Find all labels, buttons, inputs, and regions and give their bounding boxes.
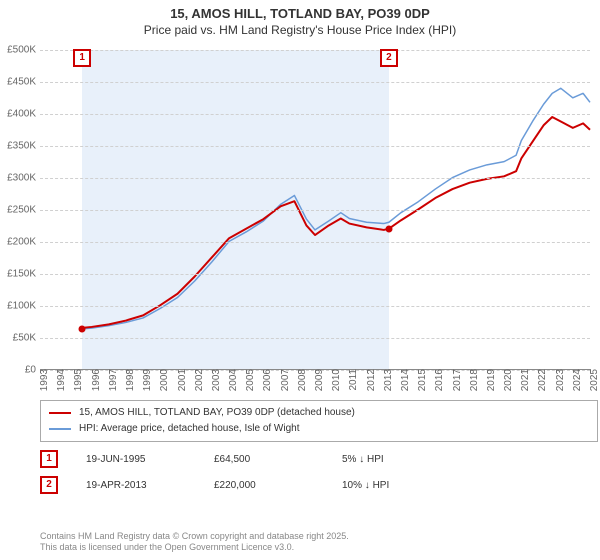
- x-axis-label: 2003: [211, 369, 222, 391]
- gridline-h: [40, 178, 590, 179]
- event-change-2: 10% ↓ HPI: [342, 480, 462, 491]
- x-axis-label: 2019: [486, 369, 497, 391]
- legend-swatch-red: [49, 412, 71, 414]
- title-line-2: Price paid vs. HM Land Registry's House …: [0, 23, 600, 39]
- x-axis-label: 1997: [108, 369, 119, 391]
- footer-line-2: This data is licensed under the Open Gov…: [40, 542, 349, 554]
- y-axis-label: £50K: [13, 333, 40, 344]
- legend-swatch-blue: [49, 428, 71, 430]
- title-line-1: 15, AMOS HILL, TOTLAND BAY, PO39 0DP: [0, 6, 600, 23]
- x-axis-label: 2014: [400, 369, 411, 391]
- x-axis-label: 2005: [245, 369, 256, 391]
- x-axis-label: 1996: [91, 369, 102, 391]
- x-axis-label: 2023: [555, 369, 566, 391]
- price-chart: £0£50K£100K£150K£200K£250K£300K£350K£400…: [40, 50, 590, 370]
- gridline-h: [40, 146, 590, 147]
- y-axis-label: £400K: [7, 109, 40, 120]
- legend-label-red: 15, AMOS HILL, TOTLAND BAY, PO39 0DP (de…: [79, 405, 355, 421]
- x-axis-label: 2011: [348, 369, 359, 391]
- event-list: 1 19-JUN-1995 £64,500 5% ↓ HPI 2 19-APR-…: [40, 450, 580, 502]
- x-axis-label: 1993: [39, 369, 50, 391]
- event-marker-1: 1: [40, 450, 58, 468]
- x-axis-label: 2020: [503, 369, 514, 391]
- gridline-h: [40, 274, 590, 275]
- y-axis-label: £250K: [7, 205, 40, 216]
- x-axis-label: 2006: [262, 369, 273, 391]
- legend: 15, AMOS HILL, TOTLAND BAY, PO39 0DP (de…: [40, 400, 598, 442]
- x-axis-label: 2012: [366, 369, 377, 391]
- x-axis-label: 1998: [125, 369, 136, 391]
- gridline-h: [40, 82, 590, 83]
- y-axis-label: £0: [25, 365, 40, 376]
- y-axis-label: £100K: [7, 301, 40, 312]
- x-axis-label: 2007: [280, 369, 291, 391]
- x-axis-label: 2009: [314, 369, 325, 391]
- gridline-h: [40, 210, 590, 211]
- x-axis-label: 2022: [537, 369, 548, 391]
- gridline-h: [40, 50, 590, 51]
- event-change-1: 5% ↓ HPI: [342, 454, 462, 465]
- event-row-2: 2 19-APR-2013 £220,000 10% ↓ HPI: [40, 476, 580, 494]
- x-axis-label: 2021: [520, 369, 531, 391]
- x-axis-label: 2016: [434, 369, 445, 391]
- event-date-1: 19-JUN-1995: [86, 454, 186, 465]
- gridline-h: [40, 306, 590, 307]
- legend-label-blue: HPI: Average price, detached house, Isle…: [79, 421, 300, 437]
- plot-area: £0£50K£100K£150K£200K£250K£300K£350K£400…: [40, 50, 590, 370]
- y-axis-label: £500K: [7, 45, 40, 56]
- x-axis-label: 2013: [383, 369, 394, 391]
- y-axis-label: £350K: [7, 141, 40, 152]
- x-axis-label: 1994: [56, 369, 67, 391]
- x-axis-label: 2004: [228, 369, 239, 391]
- y-axis-label: £200K: [7, 237, 40, 248]
- gridline-h: [40, 242, 590, 243]
- x-axis-label: 2008: [297, 369, 308, 391]
- legend-row-red: 15, AMOS HILL, TOTLAND BAY, PO39 0DP (de…: [49, 405, 589, 421]
- gridline-h: [40, 114, 590, 115]
- event-date-2: 19-APR-2013: [86, 480, 186, 491]
- chart-title: 15, AMOS HILL, TOTLAND BAY, PO39 0DP Pri…: [0, 0, 600, 38]
- x-axis-label: 2010: [331, 369, 342, 391]
- x-axis-label: 2025: [589, 369, 600, 391]
- x-axis-label: 2024: [572, 369, 583, 391]
- event-flag-1: 1: [73, 49, 91, 67]
- event-price-2: £220,000: [214, 480, 314, 491]
- event-row-1: 1 19-JUN-1995 £64,500 5% ↓ HPI: [40, 450, 580, 468]
- legend-row-blue: HPI: Average price, detached house, Isle…: [49, 421, 589, 437]
- series-line-property: [82, 117, 590, 328]
- event-marker-2: 2: [40, 476, 58, 494]
- x-axis-label: 1999: [142, 369, 153, 391]
- event-dot-2: [385, 226, 392, 233]
- event-price-1: £64,500: [214, 454, 314, 465]
- y-axis-label: £150K: [7, 269, 40, 280]
- footer-attribution: Contains HM Land Registry data © Crown c…: [40, 531, 349, 554]
- x-axis-label: 2018: [469, 369, 480, 391]
- series-line-hpi: [82, 88, 590, 329]
- y-axis-label: £450K: [7, 77, 40, 88]
- y-axis-label: £300K: [7, 173, 40, 184]
- event-flag-2: 2: [380, 49, 398, 67]
- footer-line-1: Contains HM Land Registry data © Crown c…: [40, 531, 349, 543]
- x-axis-label: 2002: [194, 369, 205, 391]
- x-axis-label: 2001: [177, 369, 188, 391]
- gridline-h: [40, 338, 590, 339]
- x-axis-label: 2000: [159, 369, 170, 391]
- x-axis-label: 1995: [73, 369, 84, 391]
- x-axis-label: 2015: [417, 369, 428, 391]
- event-dot-1: [79, 325, 86, 332]
- x-axis-label: 2017: [452, 369, 463, 391]
